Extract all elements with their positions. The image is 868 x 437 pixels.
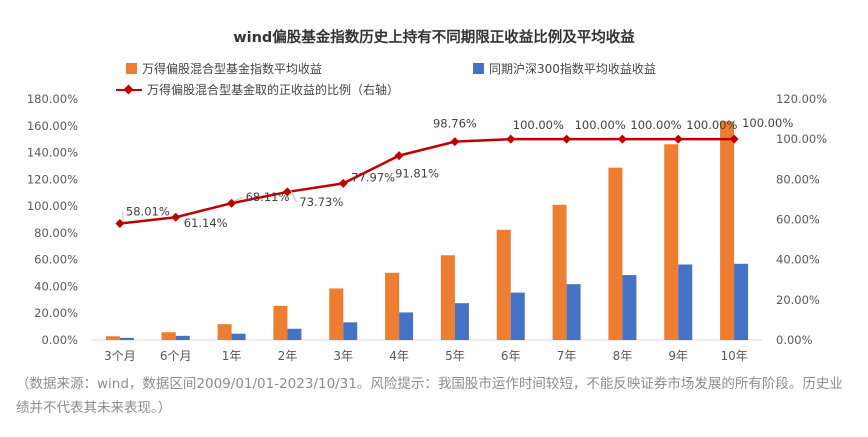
y-left-tick-label: 120.00%: [27, 172, 78, 186]
x-tick-label: 8年: [613, 349, 633, 363]
ratio-data-label: 100.00%: [742, 116, 793, 130]
ratio-line: [119, 137, 735, 225]
y-left-tick-label: 40.00%: [34, 279, 78, 293]
ratio-data-label: 100.00%: [630, 118, 681, 132]
legend-label-hs300: 同期沪深300指数平均收益收益: [489, 62, 656, 76]
y-left-tick-label: 0.00%: [41, 333, 78, 347]
y-left-tick-label: 20.00%: [34, 306, 78, 320]
bar-hs300: [231, 333, 246, 340]
y-right-tick-label: 80.00%: [776, 172, 820, 186]
x-tick-label: 6年: [501, 349, 521, 363]
ratio-data-label: 100.00%: [686, 118, 737, 132]
bar-hs300: [510, 292, 525, 340]
ratio-marker: [617, 134, 627, 144]
y-left-tick-label: 60.00%: [34, 253, 78, 267]
ratio-data-label: 58.01%: [126, 204, 170, 218]
y-left-tick-label: 140.00%: [27, 146, 78, 160]
legend-item-hs300-bar: 同期沪深300指数平均收益收益: [473, 60, 656, 77]
y-right-tick-label: 0.00%: [776, 333, 813, 347]
bar-hs300: [678, 264, 693, 340]
bar-hs300: [454, 303, 469, 340]
legend-swatch-fund: [126, 63, 137, 74]
legend-label-ratio: 万得偏股混合型基金取的正收益的比例（右轴）: [147, 83, 400, 97]
ratio-data-label: 98.76%: [433, 117, 477, 131]
footnote-source-disclaimer: （数据来源：wind，数据区间2009/01/01-2023/10/31。风险提…: [16, 376, 843, 416]
y-right-tick-label: 100.00%: [776, 132, 827, 146]
ratio-data-label: 77.97%: [351, 170, 395, 184]
y-right-tick-label: 20.00%: [776, 293, 820, 307]
bar-hs300: [287, 328, 302, 340]
legend-item-ratio-line: 万得偏股混合型基金取的正收益的比例（右轴）: [116, 81, 399, 98]
bar-fund: [161, 332, 176, 340]
y-left-tick-label: 160.00%: [27, 119, 78, 133]
bar-hs300: [399, 312, 414, 340]
legend-swatch-ratio: [116, 84, 142, 95]
x-tick-label: 9年: [668, 349, 688, 363]
ratio-marker: [394, 151, 404, 161]
ratio-marker: [171, 212, 181, 222]
legend-item-fund-bar: 万得偏股混合型基金指数平均收益: [126, 60, 322, 77]
x-tick-label: 10年: [720, 349, 747, 363]
ratio-marker: [282, 187, 292, 197]
ratio-marker: [506, 134, 516, 144]
bar-fund: [440, 255, 455, 340]
bar-fund: [608, 167, 623, 340]
ratio-data-label: 73.73%: [299, 195, 343, 209]
ratio-marker: [729, 134, 739, 144]
bar-fund: [496, 229, 511, 340]
bar-fund: [217, 324, 232, 340]
bar-fund: [664, 144, 679, 340]
x-tick-label: 5年: [445, 349, 465, 363]
bar-fund: [329, 288, 344, 340]
ratio-marker: [450, 137, 460, 147]
bar-hs300: [734, 263, 749, 340]
ratio-marker: [227, 198, 237, 208]
bar-hs300: [622, 275, 637, 340]
ratio-data-label: 100.00%: [575, 118, 626, 132]
legend-label-fund: 万得偏股混合型基金指数平均收益: [142, 62, 323, 76]
ratio-marker: [562, 134, 572, 144]
ratio-marker: [115, 218, 125, 228]
bar-fund: [385, 272, 400, 340]
ratio-data-label: 100.00%: [513, 118, 564, 132]
ratio-data-label: 68.11%: [246, 190, 290, 204]
y-right-tick-label: 40.00%: [776, 253, 820, 267]
x-tick-label: 3年: [333, 349, 353, 363]
data-label-leader: [234, 196, 243, 202]
y-left-tick-label: 180.00%: [27, 92, 78, 106]
ratio-marker: [338, 178, 348, 188]
ratio-data-label: 91.81%: [395, 167, 439, 181]
bar-fund: [720, 121, 735, 341]
x-tick-label: 1年: [222, 349, 242, 363]
x-tick-label: 7年: [557, 349, 577, 363]
bar-hs300: [566, 284, 581, 340]
y-right-tick-label: 120.00%: [776, 92, 827, 106]
bar-fund: [273, 305, 288, 340]
bar-hs300: [119, 337, 134, 340]
x-tick-label: 2年: [278, 349, 298, 363]
y-left-tick-label: 80.00%: [34, 226, 78, 240]
ratio-data-label: 61.14%: [184, 216, 228, 230]
x-tick-label: 6个月: [160, 349, 192, 363]
bar-fund: [105, 336, 120, 340]
bar-fund: [552, 204, 567, 340]
data-label-leader: [289, 189, 297, 203]
bar-hs300: [175, 335, 190, 340]
y-right-tick-label: 60.00%: [776, 213, 820, 227]
x-tick-label: 3个月: [104, 349, 136, 363]
x-tick-label: 4年: [389, 349, 409, 363]
chart-title: wind偏股基金指数历史上持有不同期限正收益比例及平均收益: [233, 30, 635, 46]
ratio-marker: [673, 134, 683, 144]
y-left-tick-label: 100.00%: [27, 199, 78, 213]
bar-hs300: [343, 322, 358, 340]
legend-swatch-hs300: [473, 63, 484, 74]
